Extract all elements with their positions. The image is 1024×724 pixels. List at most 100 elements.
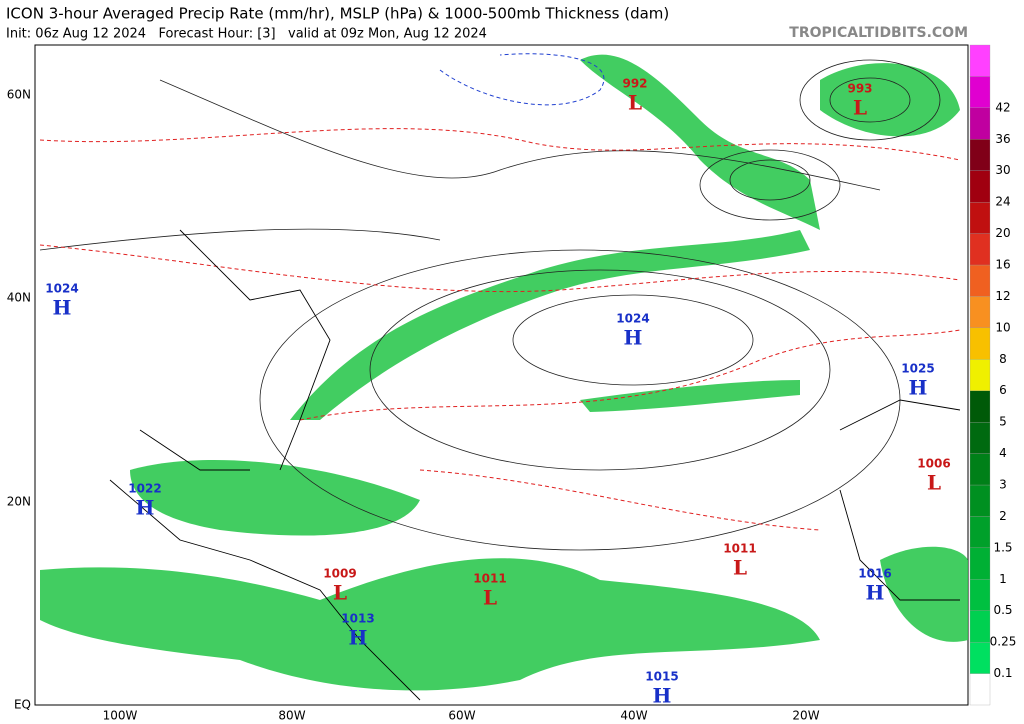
colorbar-label: 8 [999, 352, 1007, 366]
center-value: 1025 [901, 362, 934, 376]
colorbar-label: 1.5 [993, 540, 1012, 554]
lon-label: 100W [103, 709, 138, 723]
thickness [39, 244, 961, 293]
colorbar-segment [969, 579, 991, 611]
colorbar-segment [969, 484, 991, 517]
colorbar-label: 20 [995, 226, 1010, 240]
thickness [439, 53, 605, 106]
colorbar-label: 2 [999, 509, 1007, 523]
colorbar-segment [969, 139, 991, 171]
colorbar-segment [969, 673, 991, 706]
lon-label: 40W [620, 709, 647, 723]
lon-label: 80W [278, 709, 305, 723]
colorbar-label: 30 [995, 163, 1010, 177]
colorbar-label: 10 [995, 320, 1010, 334]
center-value: 1016 [858, 567, 891, 581]
colorbar-segment [969, 421, 991, 454]
center-letter: L [853, 96, 867, 120]
isobar [512, 294, 754, 386]
colorbar-segment [969, 76, 991, 109]
center-letter: L [628, 91, 642, 115]
colorbar-label: 0.1 [993, 666, 1012, 680]
colorbar-segment [969, 641, 991, 674]
lon-label: 60W [448, 709, 475, 723]
colorbar-segment [969, 44, 991, 77]
isobar [829, 77, 911, 123]
center-value: 993 [847, 82, 872, 96]
colorbar-segment [969, 327, 991, 360]
center-value: 1006 [917, 457, 950, 471]
center-letter: H [909, 376, 928, 400]
precip-north [580, 54, 820, 231]
colorbar-label: 0.5 [993, 603, 1012, 617]
lat-label: 40N [7, 291, 31, 305]
isobar [159, 79, 881, 191]
colorbar-label: 3 [999, 478, 1007, 492]
isobar [699, 149, 841, 221]
precip-caribbean [130, 460, 420, 536]
center-letter: L [733, 556, 747, 580]
colorbar-label: 24 [995, 195, 1010, 209]
colorbar-label: 1 [999, 572, 1007, 586]
precip-low [820, 63, 960, 137]
precip-tropics [40, 558, 820, 691]
thickness [299, 329, 961, 421]
title: ICON 3-hour Averaged Precip Rate (mm/hr)… [6, 5, 669, 23]
center-letter: H [136, 496, 155, 520]
colorbar-segment [969, 453, 991, 486]
colorbar-label: 16 [995, 258, 1010, 272]
colorbar-segment [969, 547, 991, 580]
center-value: 1024 [45, 282, 78, 296]
center-value: 1024 [616, 312, 649, 326]
isobar [729, 159, 811, 201]
colorbar-label: 12 [995, 289, 1010, 303]
center-value: 1022 [128, 482, 161, 496]
center-value: 1011 [473, 572, 506, 586]
precip-streak [580, 380, 800, 412]
center-letter: H [624, 326, 643, 350]
center-letter: L [927, 471, 941, 495]
isobar [39, 228, 441, 251]
colorbar-label: 5 [999, 415, 1007, 429]
center-value: 1015 [645, 670, 678, 684]
colorbar-segment [969, 233, 991, 266]
colorbar-segment [969, 610, 991, 643]
colorbar-segment [969, 201, 991, 234]
colorbar-segment [969, 107, 991, 140]
colorbar-segment [969, 296, 991, 329]
center-value: 1011 [723, 542, 756, 556]
center-value: 992 [622, 77, 647, 91]
colorbar-segment [969, 170, 991, 203]
colorbar-segment [969, 359, 991, 391]
subtitle: Init: 06z Aug 12 2024 Forecast Hour: [3]… [6, 27, 487, 42]
lat-label: EQ [14, 698, 31, 712]
center-letter: L [333, 581, 347, 605]
center-letter: H [653, 684, 672, 708]
colorbar-label: 6 [999, 383, 1007, 397]
lon-labels: 100W 80W 60W 40W 20W [103, 709, 820, 723]
colorbar-segment [969, 516, 991, 549]
lon-label: 20W [792, 709, 819, 723]
colorbar-segment [969, 264, 991, 297]
center-letter: H [53, 296, 72, 320]
source: TROPICALTIDBITS.COM [789, 25, 968, 41]
precip-band [290, 230, 810, 420]
center-value: 1009 [323, 567, 356, 581]
coastline [109, 229, 961, 701]
lat-labels: 60N 40N 20N EQ [7, 88, 31, 712]
precip-africa [880, 546, 968, 642]
center-value: 1013 [341, 612, 374, 626]
lat-label: 60N [7, 88, 31, 102]
lat-label: 20N [7, 495, 31, 509]
colorbar-label: 4 [999, 446, 1007, 460]
thickness [39, 128, 961, 161]
center-letter: L [483, 586, 497, 610]
isobar [369, 269, 831, 471]
colorbar-label: 0.25 [990, 635, 1017, 649]
isobar [799, 59, 941, 141]
map-area [34, 44, 969, 706]
colorbar: 0.1 0.25 0.5 1 1.5 2 3 4 5 6 8 10 12 16 20 24 30 36 42 [969, 44, 1017, 706]
center-letter: H [866, 581, 885, 605]
